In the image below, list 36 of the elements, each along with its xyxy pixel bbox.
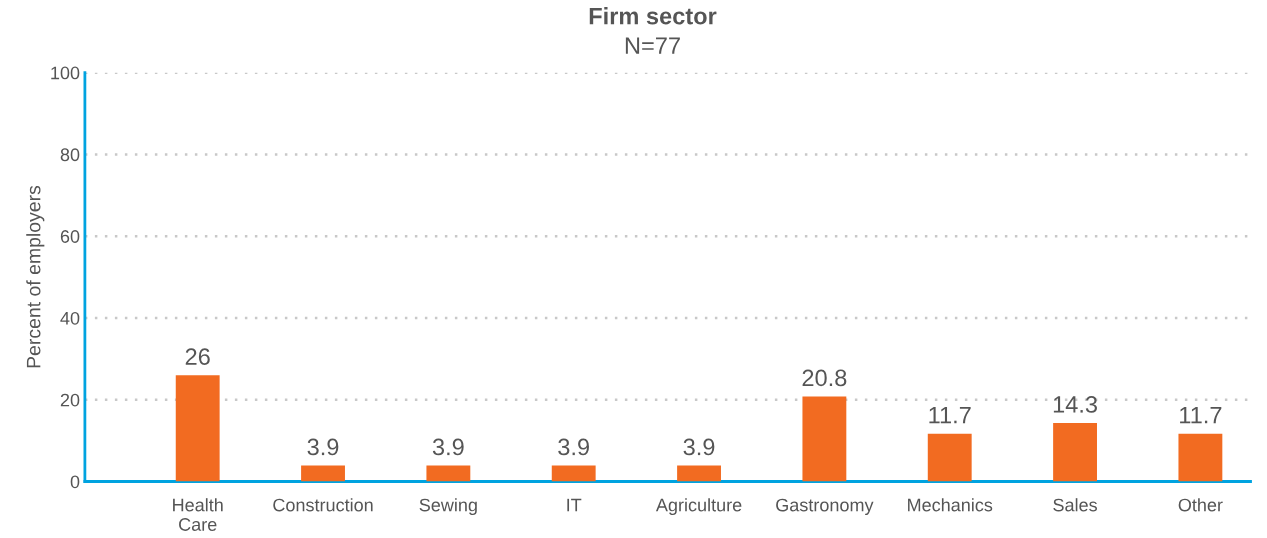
data-label: 26	[185, 348, 210, 365]
x-tick-label: Construction	[273, 498, 373, 512]
y-tick-label: 60	[60, 230, 80, 243]
x-tick-label: Gastronomy	[776, 498, 874, 516]
data-label: 14.3	[1053, 396, 1097, 413]
x-tick-label: IT	[567, 498, 582, 512]
data-label: 3.9	[432, 438, 464, 456]
bar	[1053, 423, 1097, 482]
data-label: 20.8	[802, 369, 847, 387]
bar	[677, 465, 721, 482]
chart-subtitle: N=77	[625, 37, 680, 54]
x-tick-label: Agriculture	[655, 498, 742, 516]
x-tick-label: Sewing	[419, 498, 477, 516]
bar	[175, 375, 220, 482]
data-label: 3.9	[558, 438, 589, 456]
bar	[551, 465, 596, 482]
data-label: 3.9	[307, 438, 339, 456]
bar	[1178, 433, 1223, 482]
data-label: 3.9	[683, 438, 715, 456]
bar	[426, 465, 471, 482]
y-axis-title: Percent of employers	[26, 185, 45, 368]
y-tick-label: 80	[60, 148, 80, 162]
y-tick-label: 100	[51, 66, 80, 80]
bar	[301, 465, 345, 482]
y-tick-label: 20	[60, 393, 80, 407]
bar	[927, 433, 972, 482]
data-label: 11.7	[929, 406, 971, 424]
chart-title: Firm sector	[589, 7, 717, 25]
x-tick-label: Mechanics	[908, 498, 993, 512]
x-tick-label: Sales	[1053, 498, 1097, 512]
data-label: 11.7	[1180, 406, 1222, 424]
y-tick-label: 0	[70, 475, 80, 489]
y-tick-label: 40	[60, 311, 80, 325]
bar	[802, 396, 847, 482]
x-tick-label: Other	[1178, 498, 1223, 512]
x-tick-label: Health Care	[173, 498, 223, 531]
